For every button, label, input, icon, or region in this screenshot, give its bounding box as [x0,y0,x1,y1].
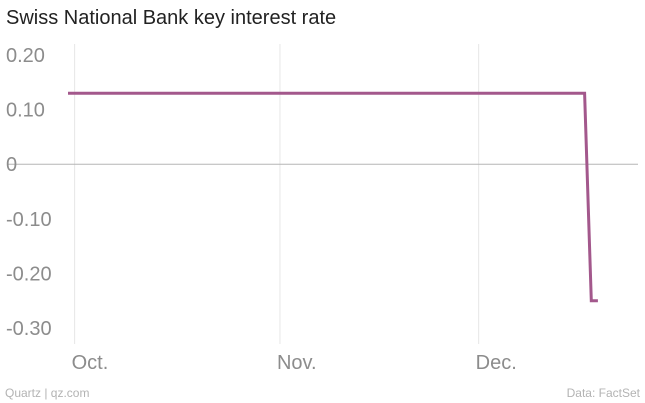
y-tick-label: 0.20 [6,45,45,67]
series-line [68,91,598,303]
y-tick-label: -0.30 [6,318,52,340]
y-tick-label: 0.10 [6,100,45,122]
y-tick-label: 0 [6,154,17,176]
footer-credit: Quartz | qz.com [5,386,90,400]
chart-title: Swiss National Bank key interest rate [6,7,337,29]
y-tick-label: -0.10 [6,209,52,231]
x-tick-label: Oct. [72,352,109,374]
y-tick-label: -0.20 [6,264,52,286]
footer-source: Data: FactSet [566,386,640,400]
x-tick-label: Nov. [277,352,317,374]
x-tick-label: Dec. [476,352,517,374]
